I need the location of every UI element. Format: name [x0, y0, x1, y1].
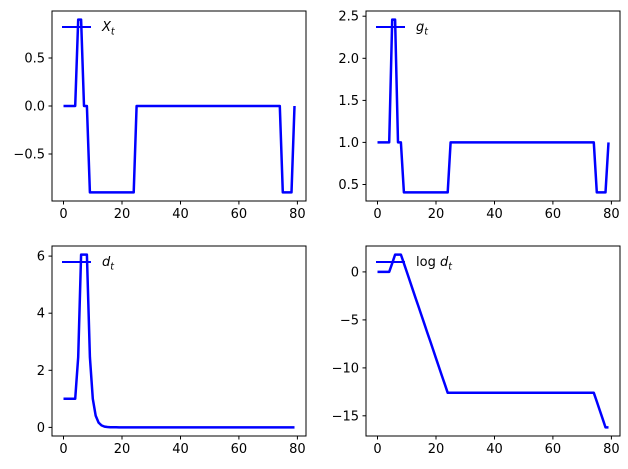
- svg-text:0.0: 0.0: [24, 100, 45, 115]
- svg-text:1.0: 1.0: [338, 136, 359, 151]
- svg-text:80: 80: [603, 442, 620, 457]
- svg-text:1.5: 1.5: [338, 94, 359, 109]
- svg-text:0: 0: [351, 265, 359, 280]
- svg-text:−0.5: −0.5: [13, 148, 45, 163]
- svg-text:20: 20: [428, 442, 445, 457]
- legend-label: Xt: [102, 19, 115, 38]
- svg-text:60: 60: [231, 207, 248, 222]
- legend-label: dt: [102, 254, 114, 273]
- svg-text:6: 6: [37, 250, 45, 265]
- svg-text:2.5: 2.5: [338, 10, 359, 25]
- xt-legend: Xt: [62, 19, 115, 38]
- svg-text:0: 0: [37, 421, 45, 436]
- svg-text:−5: −5: [340, 313, 359, 328]
- legend-line-sample: [62, 261, 91, 263]
- svg-text:40: 40: [172, 442, 189, 457]
- svg-text:80: 80: [603, 207, 620, 222]
- svg-text:60: 60: [545, 207, 562, 222]
- svg-text:80: 80: [289, 207, 306, 222]
- svg-text:4: 4: [37, 307, 45, 322]
- svg-text:2: 2: [37, 364, 45, 379]
- dt-legend: dt: [62, 254, 114, 273]
- legend-line-sample: [376, 26, 405, 28]
- svg-text:2.0: 2.0: [338, 52, 359, 67]
- svg-text:−10: −10: [332, 361, 359, 376]
- svg-text:0: 0: [373, 207, 381, 222]
- subplot-dt: 0 20 40 60 80 0 2 4 6 dt: [0, 235, 314, 469]
- legend-line-sample: [62, 26, 91, 28]
- legend-label: gt: [416, 19, 428, 38]
- subplot-log-dt: 0 20 40 60 80 0 −5 −10 −15 log dt: [314, 235, 628, 469]
- svg-text:80: 80: [289, 442, 306, 457]
- legend-label: log dt: [416, 254, 452, 273]
- dt-plot-canvas: 0 20 40 60 80 0 2 4 6: [37, 245, 307, 457]
- legend-line-sample: [376, 261, 405, 263]
- svg-text:60: 60: [545, 442, 562, 457]
- gt-plot-canvas: 0 20 40 60 80 0.5 1.0 1.5 2.0 2.5: [338, 10, 621, 222]
- svg-text:0: 0: [373, 442, 381, 457]
- svg-text:40: 40: [486, 207, 503, 222]
- svg-text:0.5: 0.5: [338, 178, 359, 193]
- log-dt-plot-canvas: 0 20 40 60 80 0 −5 −10 −15: [332, 245, 621, 457]
- log-dt-legend: log dt: [376, 254, 452, 273]
- svg-text:20: 20: [114, 207, 131, 222]
- gt-legend: gt: [376, 19, 428, 38]
- subplot-gt: 0 20 40 60 80 0.5 1.0 1.5 2.0 2.5 gt: [314, 0, 628, 234]
- xt-plot-canvas: 0 20 40 60 80 −0.5 0.0 0.5: [13, 10, 307, 222]
- svg-text:20: 20: [114, 442, 131, 457]
- svg-text:40: 40: [172, 207, 189, 222]
- svg-text:20: 20: [428, 207, 445, 222]
- svg-text:60: 60: [231, 442, 248, 457]
- svg-text:0: 0: [59, 442, 67, 457]
- svg-text:0.5: 0.5: [24, 52, 45, 67]
- svg-text:−15: −15: [332, 409, 359, 424]
- svg-text:40: 40: [486, 442, 503, 457]
- svg-text:0: 0: [59, 207, 67, 222]
- subplot-xt: 0 20 40 60 80 −0.5 0.0 0.5 Xt: [0, 0, 314, 234]
